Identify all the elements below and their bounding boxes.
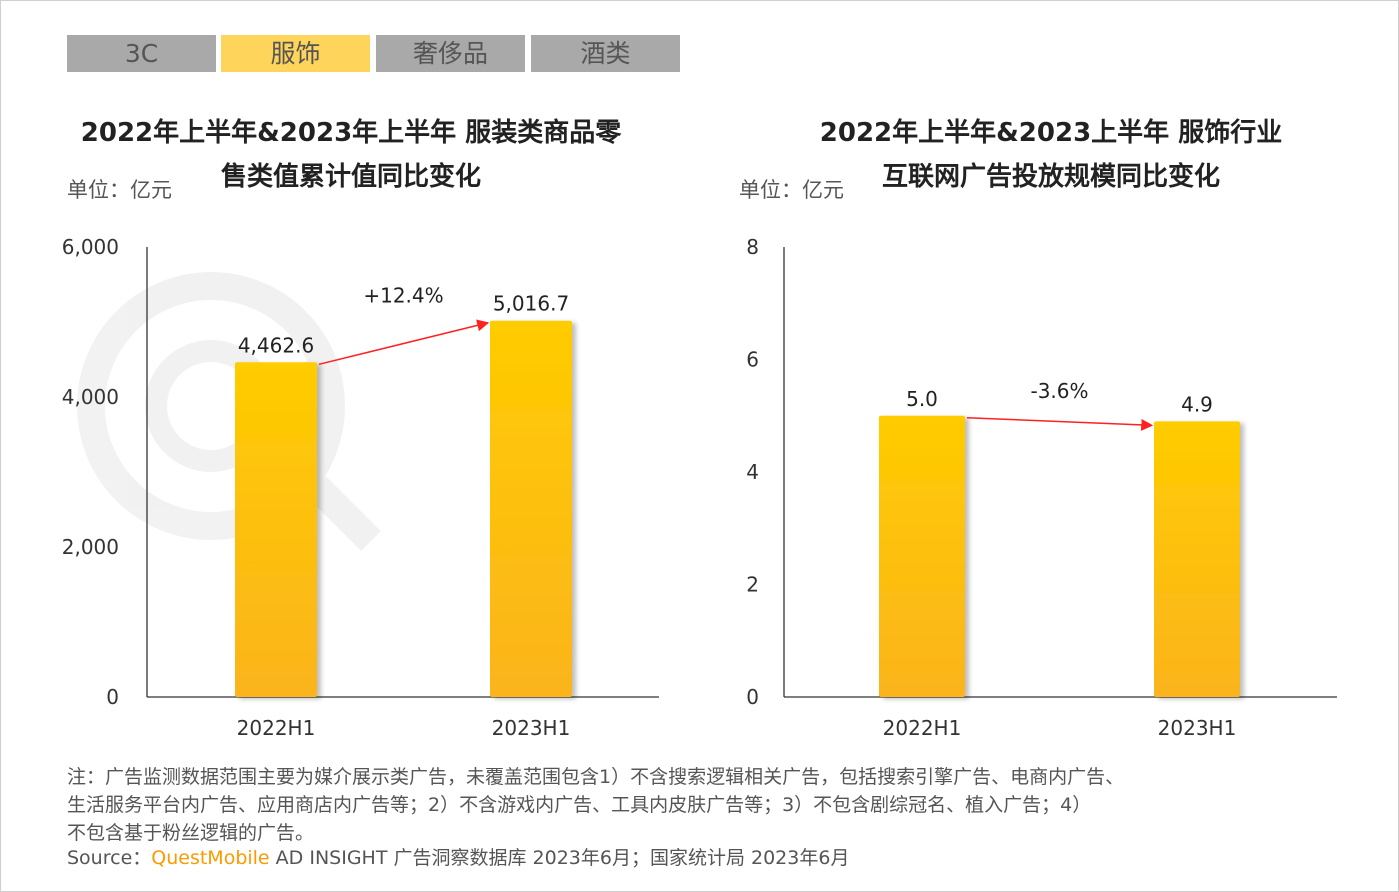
bar-value-label: 4.9 [1181,392,1213,416]
y-tick-label: 8 [746,235,759,259]
source-rest: AD INSIGHT 广告洞察数据库 2023年6月；国家统计局 2023年6月 [269,847,850,869]
chart-title-line-2: 互联网广告投放规模同比变化 [882,161,1220,192]
unit-label: 单位：亿元 [739,178,844,202]
bar-value-label: 5.0 [906,387,938,411]
x-tick-label: 2022H1 [883,716,962,740]
y-tick-label: 0 [106,685,119,709]
y-tick-label: 4,000 [62,385,119,409]
note-line-1: 注：广告监测数据范围主要为媒介展示类广告，未覆盖范围包含1）不含搜索逻辑相关广告… [67,766,1125,788]
chart-title-line-2: 售类值累计值同比变化 [221,161,481,192]
chart-title-line-1: 2022年上半年&2023上半年 服饰行业 [820,117,1282,148]
bar-2022h1 [879,415,965,697]
unit-label: 单位：亿元 [67,178,172,202]
x-tick-label: 2022H1 [237,716,316,740]
change-percent-label: +12.4% [363,284,443,308]
note-line-3: 不包含基于粉丝逻辑的广告。 [67,822,315,844]
y-tick-label: 2 [746,573,759,597]
source-prefix: Source： [67,847,152,869]
tab-2[interactable]: 服饰 [221,35,370,72]
source-line: Source：QuestMobile AD INSIGHT 广告洞察数据库 20… [67,846,1367,870]
y-tick-label: 6 [746,348,759,372]
x-tick-label: 2023H1 [492,716,571,740]
tab-4[interactable]: 酒类 [531,35,680,72]
bar-2023h1 [1154,421,1240,697]
change-arrow [318,319,490,366]
y-tick-label: 2,000 [62,535,119,559]
change-arrow [966,417,1154,431]
tab-3[interactable]: 奢侈品 [376,35,525,72]
bar-2022h1 [235,362,317,697]
note-line-2: 生活服务平台内广告、应用商店内广告等；2）不含游戏内广告、工具内皮肤广告等；3）… [67,794,1092,816]
bar-value-label: 5,016.7 [493,292,569,316]
tab-1[interactable]: 3C [67,35,216,72]
x-tick-label: 2023H1 [1158,716,1237,740]
source-brand: QuestMobile [151,847,270,869]
bar-2023h1 [490,320,572,697]
bar-value-label: 4,462.6 [238,333,314,357]
change-percent-label: -3.6% [1030,379,1088,403]
chart-title-line-1: 2022年上半年&2023年上半年 服装类商品零 [81,117,622,148]
y-tick-label: 4 [746,460,759,484]
y-tick-label: 6,000 [62,235,119,259]
watermark-logo [77,272,381,551]
y-tick-label: 0 [746,685,759,709]
